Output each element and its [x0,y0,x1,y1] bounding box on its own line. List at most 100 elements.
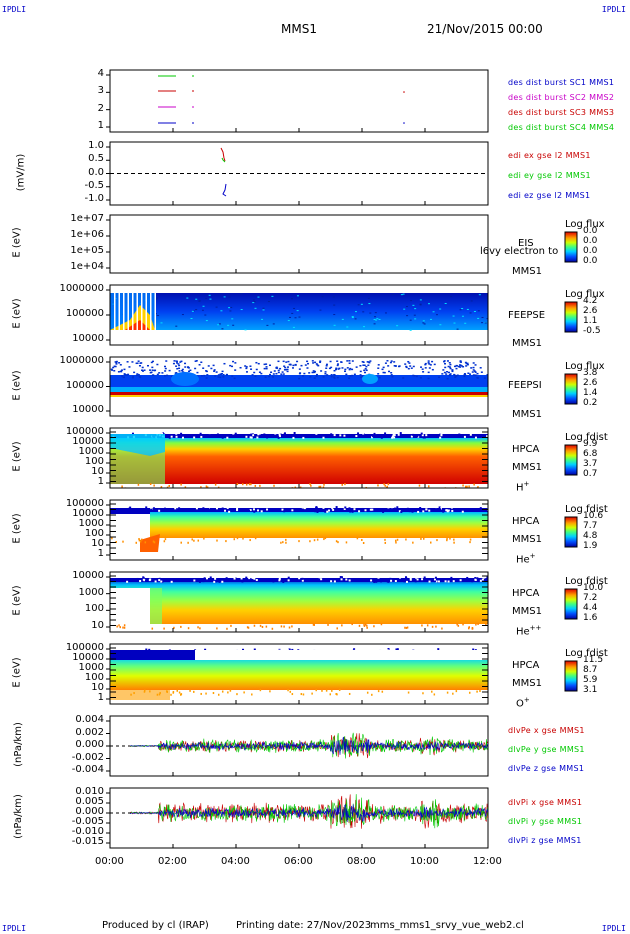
hpca-bottom-speck [254,537,257,540]
feepsi-speck [215,371,218,373]
hpca-speck [302,648,305,651]
hpca-colorbar-8-tick: 11.5 [583,655,604,665]
edi-ex-line [220,147,226,162]
hpca-bottom-speck [261,625,264,628]
feepsi-speck [408,362,411,364]
feepsi-speck [405,365,408,368]
hpca-bottom-speck [316,538,319,541]
feepsi-red-line [110,392,488,395]
feepsi-speck [158,372,161,374]
hpca-bottom-speck [254,484,257,487]
footer-produced-by: Produced by cl (IRAP) [102,920,209,931]
feepsi-speck [333,376,336,378]
feepsi-label: FEEPSI [508,380,542,391]
hpca-speck [144,579,147,582]
hpca-bottom-speck [280,541,282,544]
hpca-bottom-speck [251,693,253,696]
feepse-speck [406,315,409,317]
hpca-bottom-speck [206,486,209,488]
feepsi-speck [156,373,159,376]
hpca-bottom-speck [406,626,409,629]
hpca-bottom-speck [273,484,275,487]
hpca-speck [181,436,184,439]
hpca-colorbar-7-tick: 7.2 [583,593,598,603]
hpca-speck [208,432,211,435]
feepse-speck [298,316,301,318]
hpca-bottom-speck [180,483,182,486]
hpca-speck [466,576,469,579]
feepse-speck [294,317,297,319]
feepsi-speck [390,374,393,376]
feepsi-speck [444,362,447,365]
feepsi-speck [151,369,154,371]
hpca-bottom-speck [467,627,470,630]
hpca-speck [226,436,229,439]
feepsi-speck [472,369,475,371]
hpca-speck [431,648,434,651]
hpca-colorbar-6-tick: 10.6 [583,511,604,521]
hpca-y-8-tick-label: 10000 [72,652,104,663]
feepsi-speck [231,365,234,368]
feepsi-speck [277,360,280,363]
hpca-speck [433,578,436,581]
hpca-speck [251,648,254,651]
hpca-speck [305,648,308,651]
hpca-speck [224,648,227,651]
feepsi-speck [424,363,427,366]
corner-tag-top-left: IPDLI [2,5,27,14]
hpca-bottom-speck [394,539,397,542]
hpca-speck [291,509,294,512]
hpca-colorbar-8-tick: 8.7 [583,665,598,675]
feepsi-speck [351,360,354,362]
feepsi-speck [287,360,290,363]
feepse-speck [191,310,194,312]
feepse-speck [477,317,480,319]
feepsi-speck [263,363,266,366]
feepsi-speck [419,377,422,379]
feepse-speck [221,328,224,330]
feepsi-speck [264,376,267,378]
corner-tag-top-right: IPDLI [601,5,626,14]
hpca-bottom-speck [180,541,182,544]
feepsi-speck [382,371,385,374]
hpca-speck [377,508,380,511]
hpca-bottom-speck [453,541,455,544]
hpca-speck [437,648,440,651]
feepsi-speck [459,364,462,367]
hpca-colorbar-5-tick: 3.7 [583,459,598,469]
feepsi-speck [455,367,458,370]
hpca-speck [394,507,397,510]
feepse-speck [435,314,438,316]
hpca-bottom-speck [485,623,487,626]
feepsi-speck [207,365,210,367]
hpca-bottom-speck [386,485,388,488]
feepsi-speck [137,360,140,362]
feepsi-speck [312,370,315,372]
feepsi-speck [187,366,190,369]
hpca-speck [371,436,374,439]
hpca-bottom-speck [242,537,244,540]
feepse-speck [439,324,442,326]
hpca-speck [214,577,217,580]
hpca-speck [400,510,403,513]
feepsi-speck [250,368,253,370]
hpca-speck [399,432,402,435]
feepsi-speck [296,360,299,363]
div-y-9-tick-label: -0.002 [71,751,104,763]
feepsi-speck [123,374,126,376]
feepsi-speck [244,365,247,367]
hpca-charge-8: + [523,696,530,704]
hpca-speck [248,577,251,580]
footer-file: mms_mms1_srvy_vue_web2.cl [370,920,524,931]
feepsi-speck [460,365,463,367]
hpca-bottom-speck [187,627,190,630]
feepsi-speck [189,369,192,372]
hpca-speck [257,509,260,512]
hpca-speck [434,576,437,579]
hpca-bottom-speck [329,693,332,696]
feepsi-speck [123,373,126,375]
hpca-bottom-speck [377,690,380,693]
hpca-speck [435,580,438,583]
feepse-speck [369,312,372,314]
feepsi-speck [438,376,441,379]
